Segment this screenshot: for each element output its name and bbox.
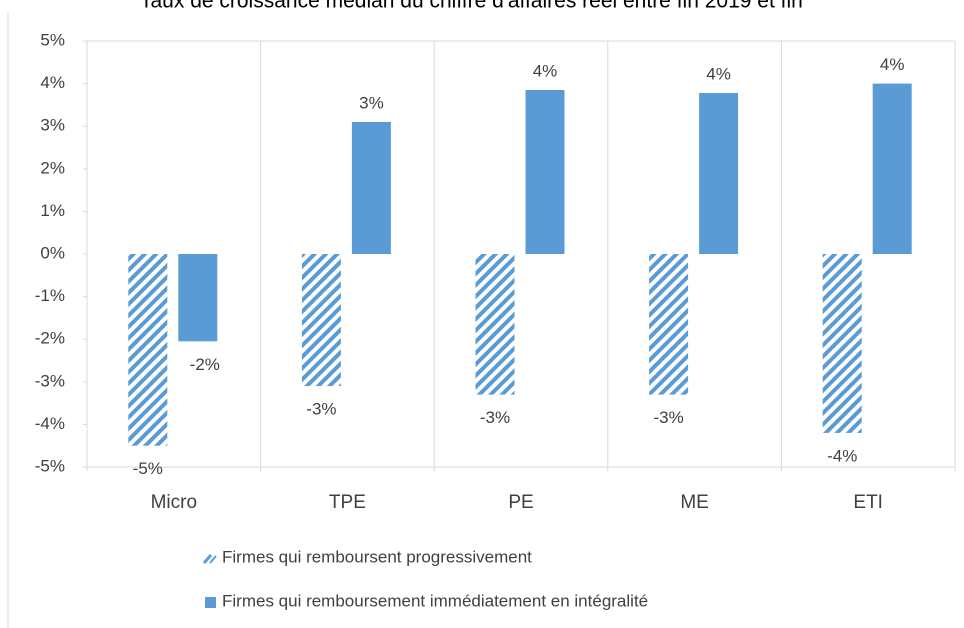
x-tick-label: TPE [329,492,366,513]
bar [699,92,739,254]
bar [128,254,168,446]
x-tick-label: PE [508,492,533,513]
bar [525,89,565,255]
chart-title: Taux de croissance médian du chiffre d'a… [140,0,803,13]
data-label: -3% [480,408,510,427]
data-label: 4% [880,55,905,74]
legend-label: Firmes qui remboursent progressivement [222,547,532,566]
legend-swatch [205,597,216,608]
y-tick-label: 4% [40,73,65,92]
legend-swatch [202,554,213,564]
y-tick-label: -3% [35,371,65,390]
bar [475,254,515,395]
legend-swatch [209,555,217,564]
data-label: 3% [359,93,384,112]
y-tick-label: -2% [35,329,65,348]
y-tick-label: -4% [35,414,65,433]
data-label: -5% [133,459,163,478]
bar [301,254,341,387]
x-tick-label: ME [680,492,709,513]
y-tick-label: 1% [40,201,65,220]
x-tick-label: Micro [151,492,197,513]
bar [649,254,689,395]
y-tick-label: 3% [40,116,65,135]
bar [822,254,862,433]
y-tick-label: -5% [35,456,65,475]
legend-label: Firmes qui remboursement immédiatement e… [222,591,648,610]
y-tick-label: 2% [40,158,65,177]
bar [178,254,218,342]
x-tick-label: ETI [853,492,883,513]
y-tick-label: -1% [35,286,65,305]
y-tick-label: 5% [40,30,65,49]
bar [351,121,391,254]
data-label: 4% [706,64,731,83]
data-label: 4% [533,61,558,80]
data-label: -4% [827,446,857,465]
data-label: -3% [653,408,683,427]
data-label: -2% [190,355,220,374]
y-tick-label: 0% [40,243,65,262]
bar [872,83,912,254]
data-label: -3% [306,400,336,419]
